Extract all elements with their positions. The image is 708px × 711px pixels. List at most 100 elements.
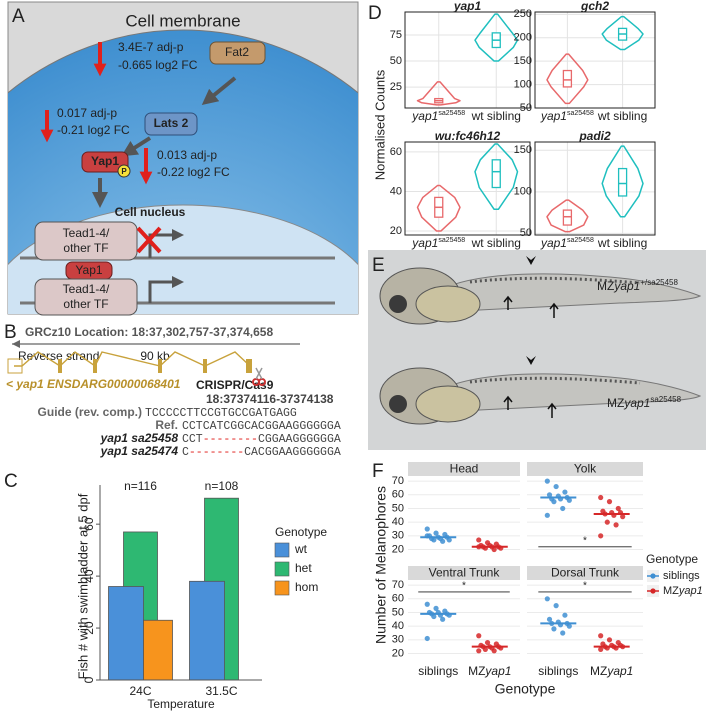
- prefix: MZ: [597, 279, 614, 293]
- panel-label: B: [4, 322, 17, 343]
- scale-label: 90 kb: [140, 349, 170, 363]
- point: [620, 514, 626, 520]
- point: [476, 648, 482, 654]
- y-tick-label: 30: [392, 530, 404, 542]
- point: [433, 530, 439, 536]
- y-tick-label: 40: [390, 185, 402, 197]
- arrow: [121, 136, 152, 157]
- y-tick-label: 20: [392, 543, 404, 555]
- category: wt sibling: [471, 109, 521, 123]
- stat: -0.22 log2 FC: [157, 165, 230, 179]
- y-axis-title: Normalised Counts: [372, 69, 387, 180]
- arrow: [503, 295, 513, 310]
- tf-label: Tead1-4/: [63, 226, 110, 240]
- x-tick-label: wt sibling: [597, 109, 647, 123]
- fat2-label: Fat2: [225, 45, 249, 59]
- point: [484, 639, 491, 646]
- exon: [7, 358, 23, 374]
- point: [491, 648, 497, 654]
- point: [615, 505, 621, 512]
- arrow: [549, 302, 559, 318]
- exon: [246, 359, 252, 373]
- panel-border: [404, 141, 531, 236]
- embryo-label: MZyap1+/sa25458: [597, 278, 679, 294]
- prefix: MZ: [607, 396, 624, 410]
- point: [604, 519, 610, 525]
- point: [598, 633, 604, 639]
- alignment-label: Guide (rev. comp.): [38, 405, 142, 419]
- panel-bg: [535, 142, 655, 235]
- category: wt sibling: [471, 236, 521, 250]
- fat2-box: [209, 41, 266, 65]
- pigment: [469, 276, 641, 285]
- box: [562, 209, 573, 226]
- y-tick-label: 50: [392, 502, 404, 514]
- sequence-part: CGGAAGGGGGGA: [258, 433, 341, 446]
- allele: +/sa25458: [640, 278, 678, 287]
- bar: [143, 619, 173, 681]
- x-tick-label: wt sibling: [597, 236, 647, 250]
- yap1-label: Yap1: [75, 263, 102, 277]
- y-tick-label: 20: [82, 621, 96, 635]
- phospho-label: P: [121, 167, 127, 176]
- x-tick-label: MZyap1: [590, 664, 633, 678]
- stat: 0.017 adj-p: [57, 106, 117, 120]
- category-italic: yap1: [606, 664, 633, 678]
- point: [433, 605, 439, 611]
- panel-title: wu:fc46h12: [435, 129, 501, 143]
- sequence-part: TCCCCCTTCCGTGCCGATGAGG: [145, 407, 297, 420]
- y-tick-label: 25: [390, 81, 402, 93]
- stat: 0.013 adj-p: [157, 148, 217, 162]
- x-axis-title: Genotype: [495, 681, 556, 697]
- point: [551, 499, 557, 505]
- panel-bg: [408, 477, 520, 555]
- point: [491, 546, 497, 553]
- sequence: TCCCCCTTCCGTGCCGATGAGG: [145, 407, 297, 420]
- y-tick-label: 70: [392, 579, 404, 591]
- exon: [58, 359, 62, 373]
- legend-label: wt: [294, 542, 308, 556]
- facet-title: Dorsal Trunk: [551, 566, 620, 580]
- point: [431, 537, 437, 543]
- category: yap1: [540, 109, 567, 123]
- point: [546, 492, 553, 498]
- exon: [203, 359, 207, 373]
- facet-title: Head: [450, 462, 479, 476]
- sequence: CCT--------CGGAAGGGGGGA: [182, 433, 341, 446]
- point: [482, 646, 488, 653]
- arrowhead: [526, 356, 536, 365]
- strip: [527, 462, 643, 476]
- point: [562, 489, 568, 495]
- yap1-label: Yap1: [91, 154, 119, 168]
- block-mark: [136, 226, 162, 254]
- x-tick-label: 24C: [129, 684, 151, 698]
- y-tick-label: 250: [514, 8, 532, 20]
- y-tick-label: 150: [514, 144, 532, 156]
- category: siblings: [538, 664, 578, 678]
- legend-label: het: [295, 561, 312, 575]
- strip: [408, 566, 520, 580]
- allele: sa25458: [650, 395, 681, 404]
- facet-title: Ventral Trunk: [429, 566, 501, 580]
- membrane-label: Cell membrane: [125, 11, 240, 30]
- x-tick-label: siblings: [538, 664, 578, 678]
- category: yap1: [411, 236, 438, 250]
- category: siblings: [663, 570, 700, 582]
- y-tick-label: 60: [392, 489, 404, 501]
- superscript: sa25458: [438, 237, 465, 244]
- pigment: [469, 376, 641, 385]
- tf-box: [34, 278, 138, 316]
- nucleus-label: Cell nucleus: [115, 205, 186, 219]
- x-tick-label: yap1sa25458: [411, 109, 465, 123]
- panel-bg: [405, 12, 530, 108]
- violin: [474, 13, 519, 62]
- transcription-arrow: [148, 229, 184, 258]
- category: MZ: [468, 664, 485, 678]
- alignment-label: yap1 sa25458: [100, 431, 179, 445]
- panel-label: C: [4, 471, 18, 492]
- point: [560, 630, 566, 636]
- violin: [546, 199, 589, 233]
- superscript: sa25458: [438, 110, 465, 117]
- point: [424, 635, 430, 642]
- category: yap1: [411, 109, 438, 123]
